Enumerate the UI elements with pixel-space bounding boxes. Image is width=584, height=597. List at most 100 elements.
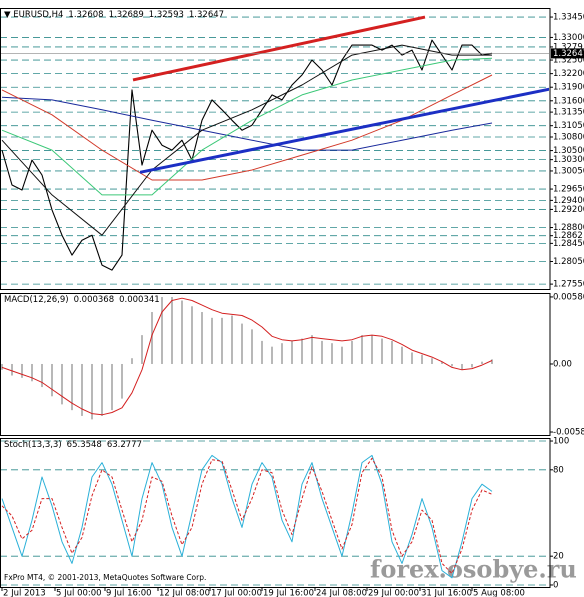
y-tick-label: 1.27550	[553, 280, 584, 290]
macd-bar	[291, 340, 293, 364]
title: EURUSD,H4	[13, 10, 63, 20]
macd-bar	[361, 335, 363, 364]
x-tick-label: 19 Jul 16:00	[263, 589, 314, 597]
x-tick-label: 29 Jul 00:00	[368, 589, 419, 597]
macd-bar	[181, 300, 183, 364]
series-line	[1, 96, 493, 151]
y-tick-label: 1.30500	[553, 146, 584, 156]
macd-bar	[71, 363, 73, 411]
macd-bar	[51, 363, 53, 397]
macd-bar	[471, 363, 473, 368]
macd-bar	[401, 346, 403, 364]
title: MACD(12,26,9)	[4, 295, 69, 305]
macd-bar	[241, 323, 243, 364]
macd-bar	[461, 363, 463, 370]
x-tick-label: 31 Jul 16:00	[421, 589, 472, 597]
macd-bar	[1, 363, 3, 370]
macd-bar	[131, 358, 133, 364]
macd-bar	[311, 335, 313, 364]
macd-bar	[101, 363, 103, 416]
macd-bar	[431, 358, 433, 364]
title-value: 1.32689	[109, 10, 144, 20]
y-tick-label: 1.33000	[553, 33, 584, 43]
y-tick-label: 1.33450	[553, 13, 584, 23]
macd-bar	[351, 340, 353, 364]
y-tick-label: 1.30800	[553, 133, 584, 143]
y-tick-label: 1.30300	[553, 155, 584, 165]
y-tick-label: 1.28800	[553, 223, 584, 233]
pane-title: MACD(12,26,9) 0.000368 0.000341	[4, 295, 160, 305]
y-tick-label: 1.3279	[553, 42, 583, 52]
trendline	[132, 15, 426, 82]
y-tick-label: 1.31900	[553, 83, 584, 93]
x-tick-label: 5 Aug 08:00	[473, 589, 525, 597]
plot-area	[1, 15, 549, 285]
y-tick-label: 1.31600	[553, 96, 584, 106]
macd-bar	[281, 343, 283, 364]
y-tick-label: 20	[553, 552, 564, 562]
copyright: FxPro MT4, © 2001-2013, MetaQuotes Softw…	[4, 573, 206, 582]
y-tick-label: 1.30050	[553, 166, 584, 176]
macd-bar	[491, 359, 493, 364]
series-line	[1, 44, 492, 236]
title-value: 63.2777	[107, 440, 142, 450]
macd-bar	[481, 361, 483, 364]
y-tick-label: 1.28050	[553, 257, 584, 267]
macd-bar	[151, 312, 153, 364]
macd-bar	[81, 363, 83, 416]
series-line	[1, 39, 493, 271]
macd-bar	[11, 363, 13, 376]
y-tick-label: 100	[553, 437, 569, 447]
macd-bar	[31, 363, 33, 382]
macd-bar	[301, 338, 303, 364]
pane-title: Stoch(13,3,3) 65.3548 63.2777	[4, 440, 142, 450]
title-value: 1.32608	[68, 10, 103, 20]
title-arrow: ▼	[4, 10, 13, 20]
macd-bar	[251, 329, 253, 364]
macd-bar	[271, 346, 273, 364]
macd-bar	[261, 340, 263, 364]
y-tick-label: 1.31350	[553, 108, 584, 118]
watermark: forex.osobye.ru	[370, 555, 577, 584]
macd-bar	[231, 315, 233, 364]
macd-bar	[211, 317, 213, 364]
macd-bar	[421, 354, 423, 364]
y-tick-label: 0.00	[553, 359, 572, 369]
title-value: 1.32593	[149, 10, 184, 20]
y-tick-label: -0.005895	[553, 428, 584, 438]
title-value: 1.32647	[189, 10, 224, 20]
macd-bar	[191, 306, 193, 364]
y-tick-label: 1.28450	[553, 239, 584, 249]
series-line	[1, 74, 493, 181]
y-tick-label: 0	[553, 580, 558, 590]
y-tick-label: 1.2862	[553, 231, 583, 241]
last-price-label: 1.32647	[553, 49, 584, 59]
y-tick-label: 0.005808	[553, 292, 584, 302]
macd-bar	[201, 312, 203, 364]
macd-bar	[121, 363, 123, 399]
macd-bar	[321, 340, 323, 364]
macd-bar	[41, 363, 43, 388]
y-tick-label: 1.29400	[553, 196, 584, 206]
y-tick-label: 1.31050	[553, 121, 584, 131]
y-tick-label: 1.29650	[553, 185, 584, 195]
macd-bar	[111, 363, 113, 411]
last-price-box	[551, 48, 584, 59]
title-value: 65.3548	[67, 440, 102, 450]
macd-bar	[61, 363, 63, 405]
macd-bar	[221, 317, 223, 364]
y-tick-label: 80	[553, 465, 564, 475]
y-tick-label: 1.32200	[553, 69, 584, 79]
pane-frame	[0, 293, 551, 436]
pane-frame	[0, 438, 551, 588]
series-line	[1, 454, 493, 579]
macd-bar	[381, 338, 383, 364]
macd-bar	[161, 297, 163, 364]
series-line	[1, 297, 493, 416]
macd-bar	[371, 335, 373, 364]
macd-bar	[141, 335, 143, 364]
title-value: 0.000368	[74, 295, 115, 305]
x-tick-label: 5 Jul 00:00	[56, 589, 102, 597]
